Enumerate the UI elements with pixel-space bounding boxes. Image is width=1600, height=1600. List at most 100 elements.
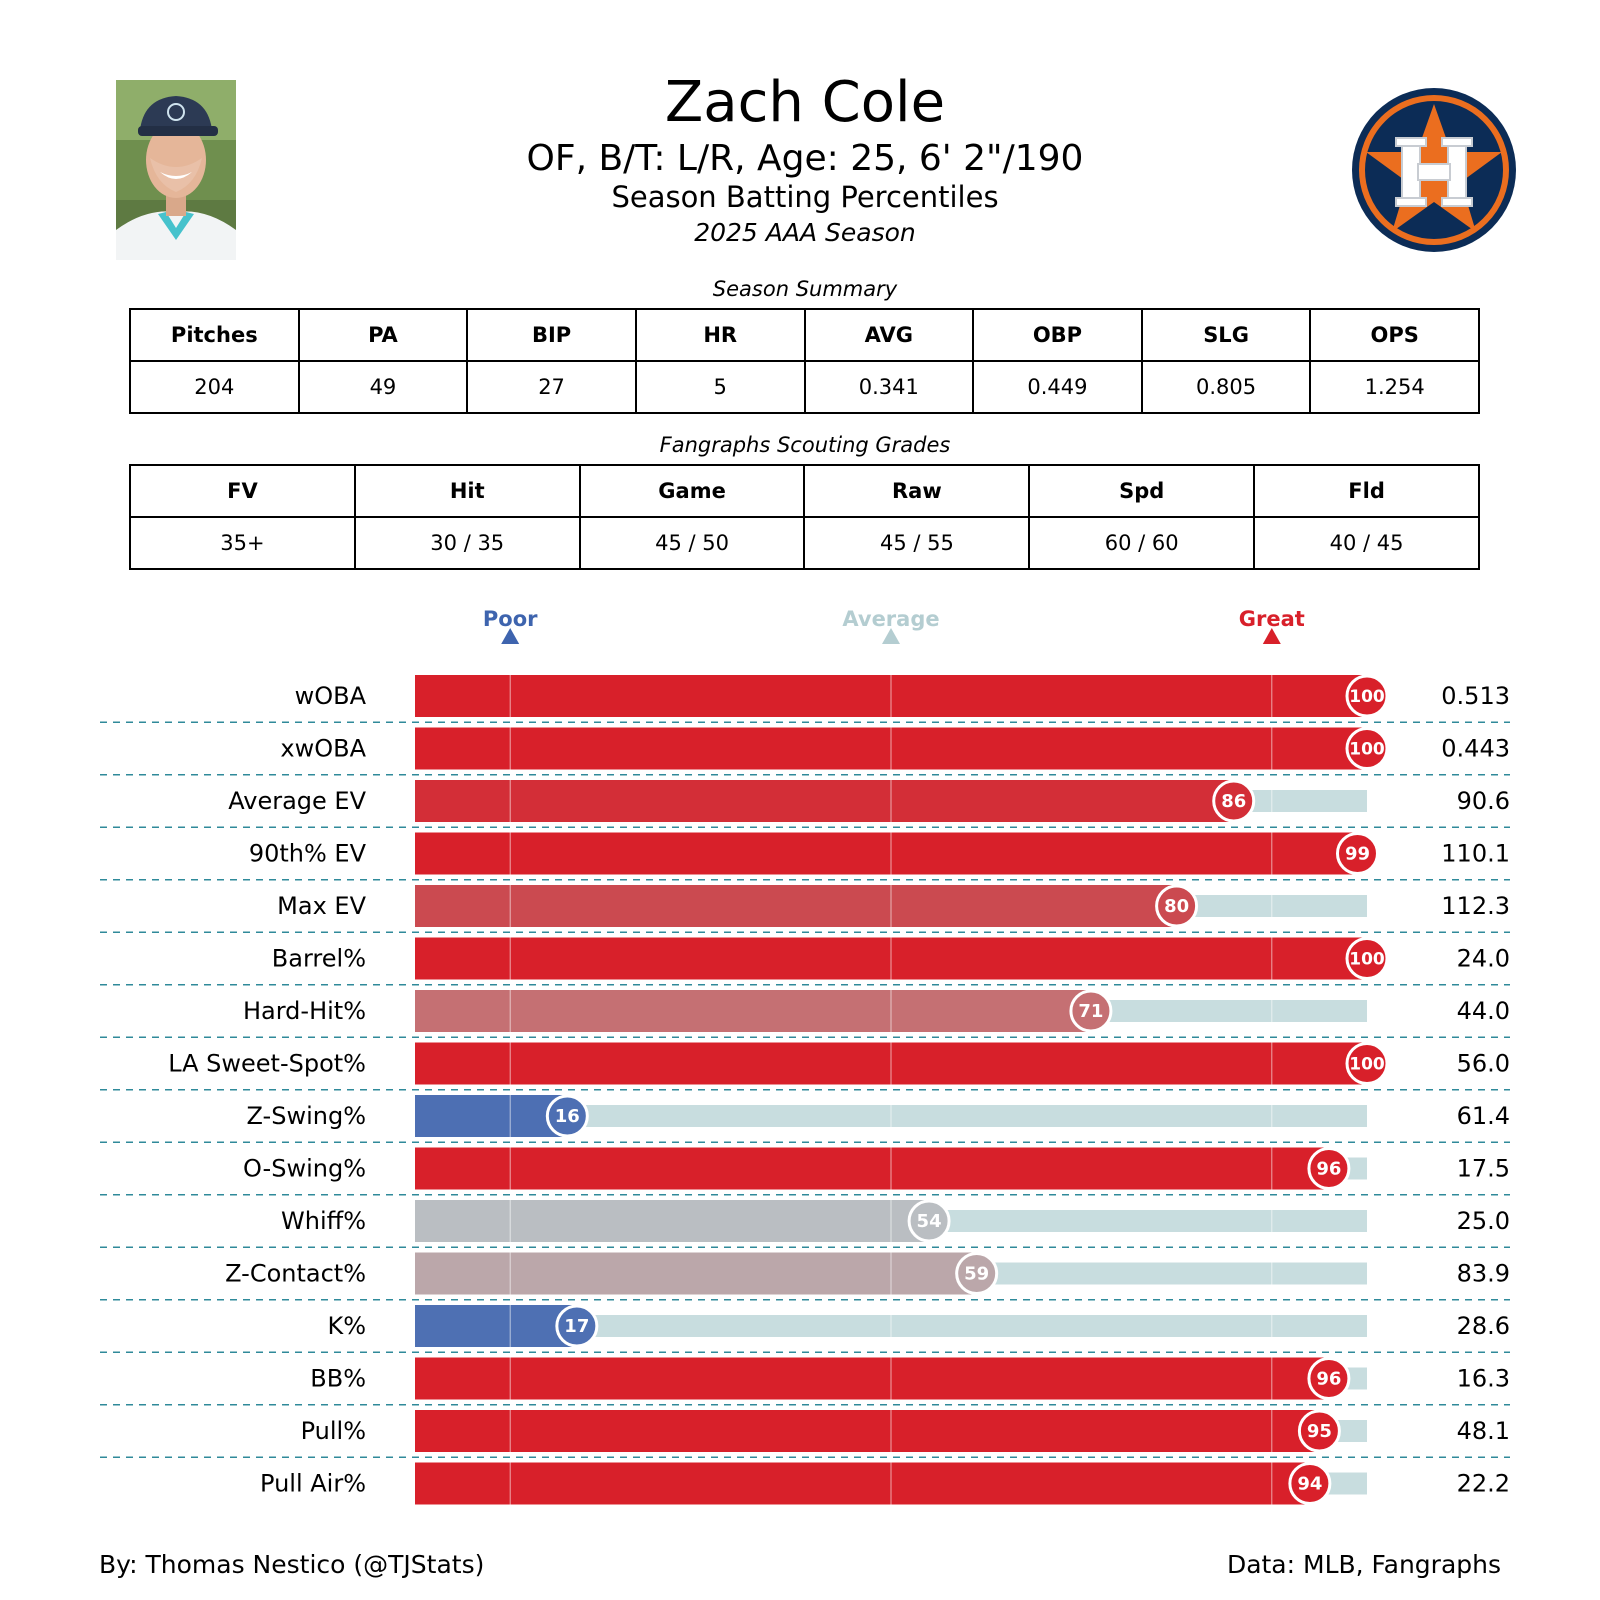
percentile-bubble	[1297, 1409, 1341, 1453]
player-name: Zach Cole	[664, 70, 946, 135]
scouting-grades-table: FV Hit Game Raw Spd Fld 35+ 30 / 35 45 /…	[129, 464, 1480, 570]
metric-value: 112.3	[1441, 892, 1510, 920]
metric-value: 110.1	[1441, 840, 1510, 868]
author-credit: By: Thomas Nestico (@TJStats)	[99, 1550, 485, 1579]
summary-value-ops: 1.254	[1309, 360, 1480, 414]
table-header-row: FV Hit Game Raw Spd Fld	[129, 464, 1480, 518]
team-logo	[1350, 86, 1518, 254]
percentile-bubble	[1335, 832, 1379, 875]
percentile-label: 59	[964, 1264, 989, 1285]
summary-value-bip: 27	[466, 360, 637, 414]
season-label: 2025 AAA Season	[694, 218, 916, 247]
metric-value: 44.0	[1457, 997, 1510, 1025]
percentile-bubble	[1307, 1147, 1351, 1190]
percentile-bar	[415, 1462, 1310, 1505]
grade-header-fld: Fld	[1253, 464, 1480, 518]
percentile-bar	[415, 1357, 1329, 1400]
grade-header-raw: Raw	[803, 464, 1031, 518]
grade-header-game: Game	[578, 464, 806, 518]
metric-label: LA Sweet-Spot%	[168, 1050, 366, 1078]
grade-value-fv: 35+	[129, 516, 356, 570]
percentile-bubble	[1212, 779, 1256, 823]
marker-triangle-average	[882, 628, 900, 644]
metric-label: wOBA	[295, 682, 367, 710]
metric-label: Average EV	[228, 787, 366, 815]
player-photo	[116, 80, 236, 260]
percentile-bubble	[955, 1252, 999, 1295]
metric-label: Z-Contact%	[225, 1260, 366, 1288]
data-source: Data: MLB, Fangraphs	[1226, 1550, 1501, 1579]
grade-value-raw: 45 / 55	[803, 516, 1031, 570]
percentile-bar	[415, 1095, 568, 1137]
metric-value: 24.0	[1457, 945, 1510, 973]
metric-label: Whiff%	[281, 1207, 366, 1235]
metric-label: Barrel%	[272, 945, 366, 973]
summary-value-slg: 0.805	[1140, 360, 1312, 414]
percentile-bubble	[1155, 884, 1199, 928]
percentile-bubble	[1345, 1042, 1389, 1085]
metric-value: 17.5	[1457, 1155, 1510, 1183]
metric-value: 61.4	[1457, 1102, 1510, 1130]
table-row: 35+ 30 / 35 45 / 50 45 / 55 60 / 60 40 /…	[129, 516, 1480, 570]
metric-value: 83.9	[1457, 1260, 1510, 1288]
percentile-label: 100	[1349, 1055, 1385, 1075]
percentile-label: 96	[1316, 1159, 1341, 1180]
percentile-bubble	[1069, 989, 1113, 1033]
season-summary-table: Pitches PA BIP HR AVG OBP SLG OPS 204 49…	[129, 308, 1480, 414]
metric-value: 48.1	[1457, 1417, 1510, 1445]
metric-label: Pull%	[301, 1417, 366, 1445]
percentile-bar	[415, 780, 1234, 822]
percentile-label: 86	[1221, 791, 1246, 812]
percentile-label: 99	[1345, 844, 1370, 865]
percentile-bar	[415, 1147, 1329, 1190]
metric-value: 25.0	[1457, 1207, 1510, 1235]
summary-header-ops: OPS	[1309, 308, 1480, 362]
summary-header-slg: SLG	[1140, 308, 1312, 362]
metric-value: 0.443	[1441, 735, 1510, 763]
grade-value-hit: 30 / 35	[353, 516, 581, 570]
percentile-bar	[415, 990, 1091, 1032]
metric-label: Max EV	[277, 892, 366, 920]
marker-label-poor: Poor	[483, 607, 538, 631]
percentile-label: 100	[1349, 687, 1385, 707]
percentile-bubble	[1345, 727, 1389, 770]
percentile-bar	[415, 1410, 1320, 1452]
metric-label: xwOBA	[280, 735, 366, 763]
summary-header-hr: HR	[634, 308, 806, 362]
grades-caption: Fangraphs Scouting Grades	[659, 433, 951, 457]
percentile-bar	[415, 1200, 930, 1242]
percentile-bubble	[1307, 1357, 1351, 1400]
percentile-label: 54	[917, 1211, 942, 1232]
summary-header-obp: OBP	[972, 308, 1143, 362]
summary-value-avg: 0.341	[803, 360, 975, 414]
percentile-bubble	[907, 1199, 951, 1243]
percentile-bubble	[545, 1094, 589, 1138]
metric-label: BB%	[310, 1365, 366, 1393]
summary-header-bip: BIP	[466, 308, 637, 362]
percentile-label: 95	[1307, 1421, 1332, 1442]
metric-value: 22.2	[1457, 1470, 1510, 1498]
metric-value: 16.3	[1457, 1365, 1510, 1393]
metric-value: 28.6	[1457, 1312, 1510, 1340]
percentile-bar	[415, 832, 1358, 875]
grade-header-hit: Hit	[353, 464, 581, 518]
grade-header-spd: Spd	[1028, 464, 1256, 518]
summary-value-pitches: 204	[129, 360, 300, 414]
percentile-label: 100	[1349, 740, 1385, 760]
percentile-label: 96	[1316, 1369, 1341, 1390]
marker-triangle-great	[1262, 628, 1281, 644]
grade-value-spd: 60 / 60	[1028, 516, 1256, 570]
percentile-label: 100	[1349, 950, 1385, 970]
percentile-bubble	[1345, 674, 1389, 718]
grade-header-fv: FV	[129, 464, 356, 518]
marker-triangle-poor	[501, 628, 520, 644]
table-header-row: Pitches PA BIP HR AVG OBP SLG OPS	[129, 308, 1480, 362]
table-row: 204 49 27 5 0.341 0.449 0.805 1.254	[129, 360, 1480, 414]
percentile-bubble	[555, 1304, 599, 1348]
metric-label: O-Swing%	[243, 1155, 366, 1183]
percentile-label: 71	[1078, 1001, 1103, 1022]
summary-value-obp: 0.449	[972, 360, 1143, 414]
metric-label: Z-Swing%	[247, 1102, 366, 1130]
metric-value: 56.0	[1457, 1050, 1510, 1078]
percentile-label: 80	[1164, 896, 1189, 917]
